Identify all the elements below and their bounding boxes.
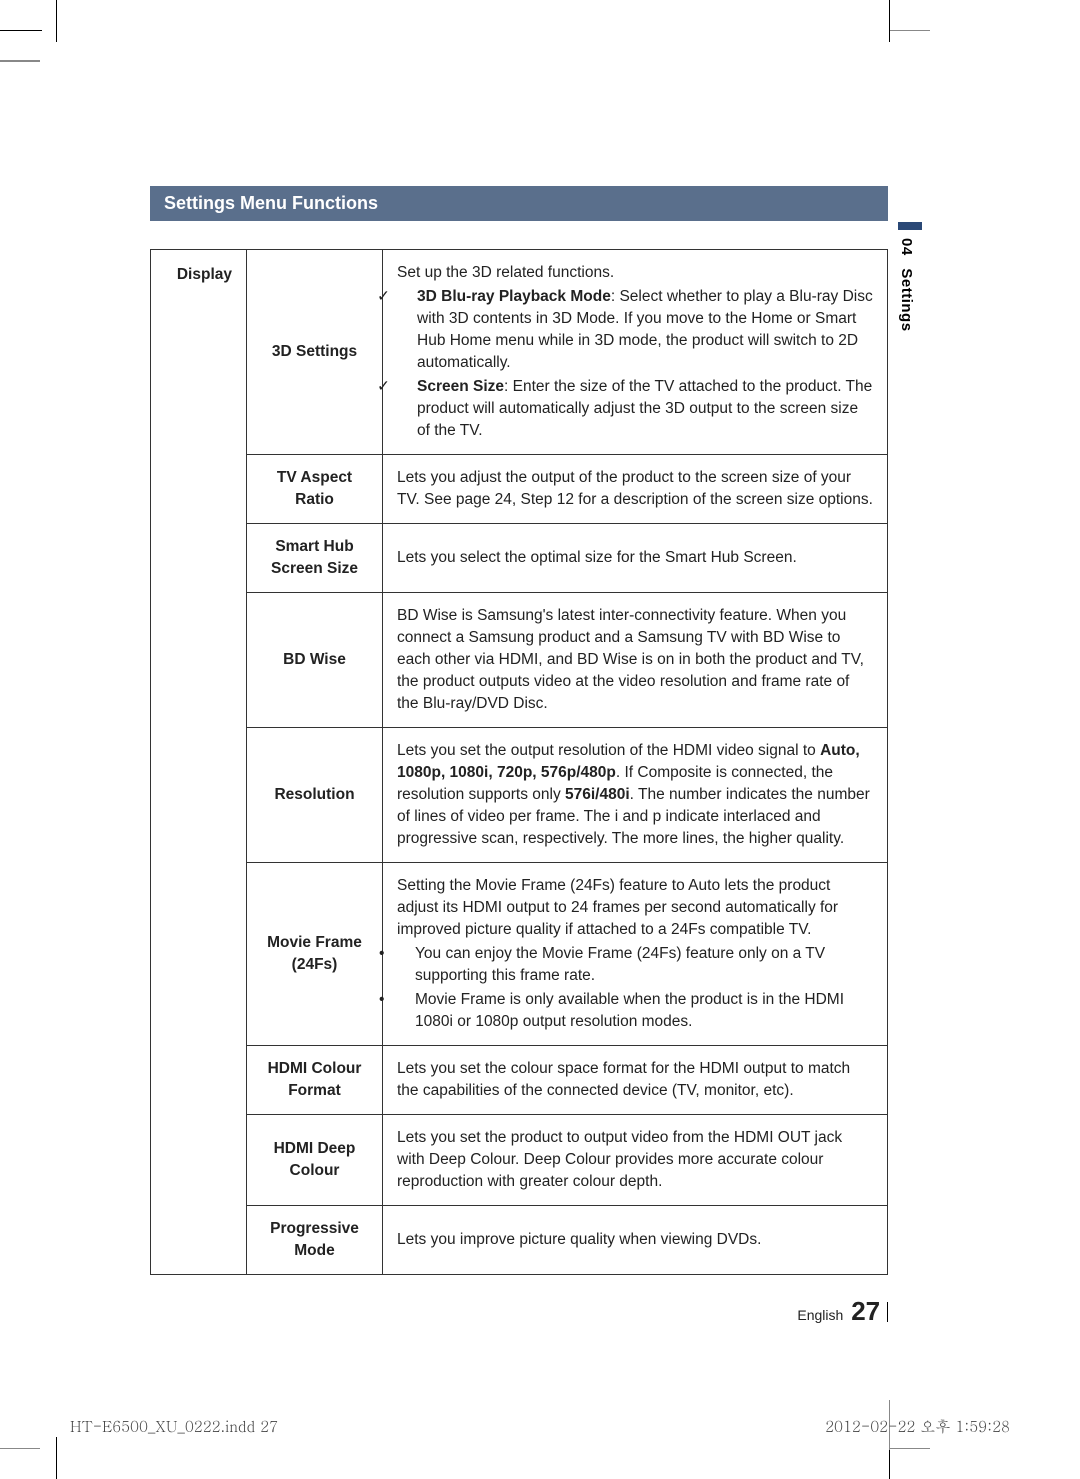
desc-bullet: •You can enjoy the Movie Frame (24Fs) fe… [397,943,873,987]
check-icon: ✓ [397,376,417,398]
sub-lead: Screen Size [417,378,504,395]
section-header: Settings Menu Functions [150,186,888,221]
print-file-name: HT-E6500_XU_0222.indd 27 [70,1416,278,1437]
crop-mark [56,0,57,42]
bullet-icon: • [397,989,415,1011]
table-row: Movie Frame (24Fs) Setting the Movie Fra… [151,863,888,1046]
setting-name: Resolution [247,728,383,863]
setting-desc: Lets you improve picture quality when vi… [383,1206,888,1275]
setting-desc: Setting the Movie Frame (24Fs) feature t… [383,863,888,1046]
setting-desc: Lets you set the colour space format for… [383,1046,888,1115]
desc-part: Lets you set the output resolution of th… [397,742,820,759]
desc-bullet: •Movie Frame is only available when the … [397,989,873,1033]
table-row: Smart Hub Screen Size Lets you select th… [151,524,888,593]
setting-name: TV Aspect Ratio [247,455,383,524]
page-root: 04 Settings Settings Menu Functions Disp… [0,0,1080,1479]
bullet-icon: • [397,943,415,965]
check-icon: ✓ [397,286,417,308]
crop-mark [890,30,930,31]
setting-name: Progressive Mode [247,1206,383,1275]
setting-name: Movie Frame (24Fs) [247,863,383,1046]
crop-mark [890,1448,930,1449]
crop-mark [889,0,890,42]
setting-desc: Lets you select the optimal size for the… [383,524,888,593]
chapter-name: Settings [898,268,915,331]
table-row: HDMI Colour Format Lets you set the colo… [151,1046,888,1115]
setting-name: Smart Hub Screen Size [247,524,383,593]
table-row: Display 3D Settings Set up the 3D relate… [151,250,888,455]
chapter-number: 04 [898,238,915,256]
settings-table: Display 3D Settings Set up the 3D relate… [150,249,888,1275]
crop-mark [0,1448,40,1449]
desc-intro: Setting the Movie Frame (24Fs) feature t… [397,875,873,941]
desc-subitem: ✓Screen Size: Enter the size of the TV a… [397,376,873,442]
bullet-text: You can enjoy the Movie Frame (24Fs) fea… [415,945,825,984]
page-footer: English 27 [150,1296,888,1327]
table-row: Progressive Mode Lets you improve pictur… [151,1206,888,1275]
chapter-tab-mark [898,222,922,230]
setting-desc: BD Wise is Samsung's latest inter-connec… [383,593,888,728]
setting-name: HDMI Deep Colour [247,1115,383,1206]
category-cell: Display [151,250,247,1275]
table-row: TV Aspect Ratio Lets you adjust the outp… [151,455,888,524]
table-row: BD Wise BD Wise is Samsung's latest inte… [151,593,888,728]
setting-name: HDMI Colour Format [247,1046,383,1115]
print-footer: HT-E6500_XU_0222.indd 27 2012-02-22 오후 1… [70,1416,1010,1437]
footer-bar-icon [887,1302,888,1322]
setting-desc: Lets you set the output resolution of th… [383,728,888,863]
crop-mark [56,1437,57,1479]
content-area: Settings Menu Functions Display 3D Setti… [150,186,888,1275]
footer-page-number: 27 [851,1296,880,1326]
crop-mark [0,30,42,31]
setting-desc: Lets you adjust the output of the produc… [383,455,888,524]
desc-intro: Set up the 3D related functions. [397,262,873,284]
desc-bold: 576i/480i [565,786,630,803]
chapter-side-tab: 04 Settings [898,222,922,352]
crop-mark [0,60,40,62]
table-row: Resolution Lets you set the output resol… [151,728,888,863]
table-row: HDMI Deep Colour Lets you set the produc… [151,1115,888,1206]
desc-subitem: ✓3D Blu-ray Playback Mode: Select whethe… [397,286,873,374]
print-timestamp: 2012-02-22 오후 1:59:28 [825,1416,1010,1437]
footer-lang: English [797,1307,843,1323]
bullet-text: Movie Frame is only available when the p… [415,991,844,1030]
setting-desc: Lets you set the product to output video… [383,1115,888,1206]
sub-lead: 3D Blu-ray Playback Mode [417,288,611,305]
setting-desc: Set up the 3D related functions. ✓3D Blu… [383,250,888,455]
setting-name: BD Wise [247,593,383,728]
setting-name: 3D Settings [247,250,383,455]
